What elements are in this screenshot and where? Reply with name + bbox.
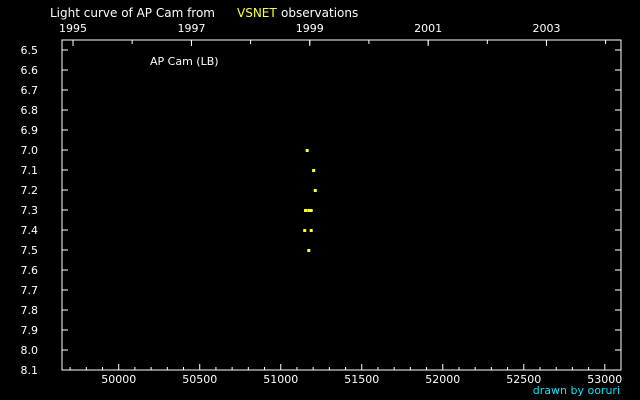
year-label: 1999 (296, 22, 324, 35)
tick-labels-layer: 6.5 6.6 6.7 6.8 6.9 7.0 7.1 7.2 7.3 7.4 7.5 7.6 7.7 7… (21, 22, 623, 386)
star-annotation: AP Cam (LB) (150, 55, 219, 68)
data-point (312, 169, 316, 172)
y-tick-label: 7.7 (21, 284, 39, 297)
data-point (305, 149, 309, 152)
y-tick-label: 7.0 (21, 144, 39, 157)
chart-title-source: VSNET (237, 6, 277, 20)
data-point (303, 229, 307, 232)
x-tick-label: 50000 (101, 373, 136, 386)
data-point (309, 229, 313, 232)
x-tick-label: 51500 (344, 373, 379, 386)
y-tick-label: 7.6 (21, 264, 39, 277)
data-point (313, 189, 317, 192)
year-label: 2001 (414, 22, 442, 35)
data-point (307, 209, 311, 212)
y-tick-label: 6.6 (21, 64, 39, 77)
y-tick-label: 7.3 (21, 204, 39, 217)
y-tick-label: 6.8 (21, 104, 39, 117)
year-label: 2003 (532, 22, 560, 35)
y-tick-label: 7.9 (21, 324, 39, 337)
x-tick-label: 52000 (425, 373, 460, 386)
y-tick-label: 6.7 (21, 84, 39, 97)
y-tick-label: 7.1 (21, 164, 39, 177)
y-tick-label: 7.8 (21, 304, 39, 317)
y-tick-label: 7.4 (21, 224, 39, 237)
plot-frame (61, 39, 622, 371)
x-tick-label: 52500 (506, 373, 541, 386)
x-tick-label: 53000 (587, 373, 622, 386)
data-point (304, 209, 308, 212)
y-tick-label: 8.0 (21, 344, 39, 357)
chart-title-suffix: observations (281, 6, 358, 20)
year-label: 1997 (177, 22, 205, 35)
y-tick-label: 7.5 (21, 244, 39, 257)
x-tick-label: 51000 (263, 373, 298, 386)
x-tick-label: 50500 (182, 373, 217, 386)
credit-text: drawn by ooruri (533, 384, 620, 397)
chart-title-prefix: Light curve of AP Cam from (50, 6, 215, 20)
data-point (309, 209, 313, 212)
ticks-layer (62, 40, 622, 371)
y-tick-label: 6.9 (21, 124, 39, 137)
y-tick-label: 6.5 (21, 44, 39, 57)
data-points-layer (303, 149, 317, 252)
y-tick-label: 7.2 (21, 184, 39, 197)
data-point (307, 249, 311, 252)
year-label: 1995 (59, 22, 87, 35)
y-tick-label: 8.1 (21, 364, 39, 377)
